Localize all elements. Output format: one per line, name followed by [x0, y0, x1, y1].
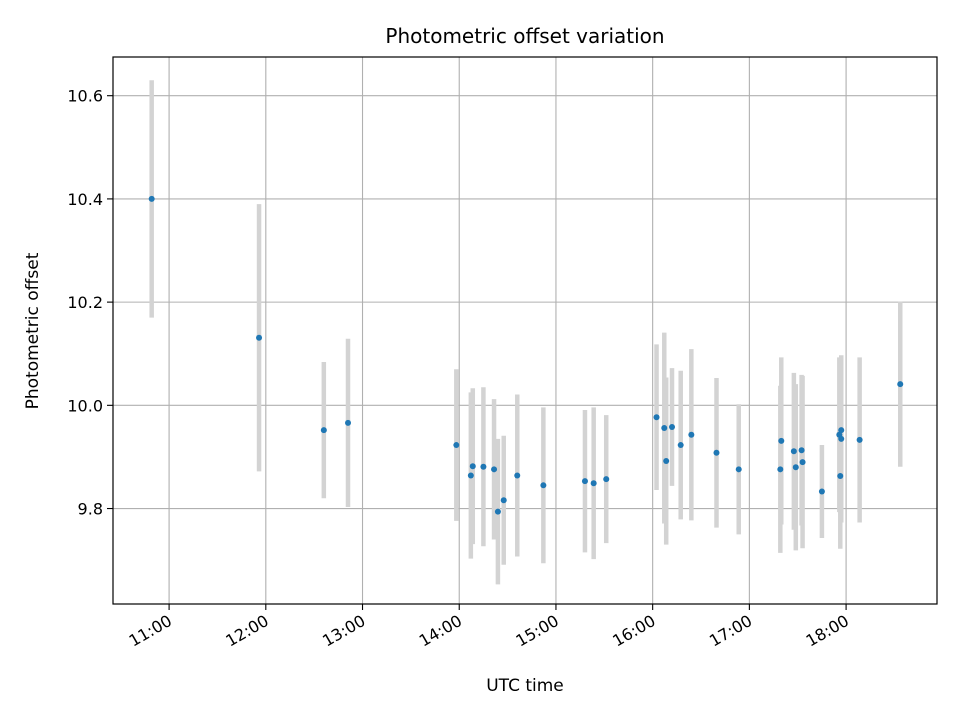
data-point: [491, 466, 498, 473]
data-points: [148, 195, 904, 515]
data-point: [792, 464, 799, 471]
data-point: [799, 459, 806, 466]
y-axis-title: Photometric offset: [23, 252, 43, 409]
plot-frame: [112, 56, 938, 605]
data-point: [480, 463, 487, 470]
data-point: [778, 437, 785, 444]
data-point: [453, 442, 460, 449]
data-point: [897, 381, 904, 388]
data-point: [777, 466, 784, 473]
data-point: [345, 419, 352, 426]
data-point: [669, 423, 676, 430]
data-point: [663, 458, 670, 465]
data-point: [838, 435, 845, 442]
data-point: [818, 488, 825, 495]
y-tick-label: 9.8: [78, 500, 103, 519]
data-point: [320, 427, 327, 434]
y-tick-label: 10.4: [67, 190, 103, 209]
data-point: [256, 334, 263, 341]
data-point: [798, 447, 805, 454]
data-point: [837, 473, 844, 480]
chart-title: Photometric offset variation: [385, 24, 664, 48]
data-point: [653, 414, 660, 421]
data-point: [590, 480, 597, 487]
data-point: [514, 472, 521, 479]
y-tick-label: 10.6: [67, 87, 103, 106]
data-point: [677, 442, 684, 449]
data-point: [790, 448, 797, 455]
data-point: [688, 431, 695, 438]
data-point: [661, 425, 668, 432]
data-point: [856, 436, 863, 443]
y-axis-ticks: 9.8 10.0 10.2 10.4 10.6: [67, 87, 113, 519]
y-tick-label: 10.2: [67, 293, 103, 312]
data-point: [838, 427, 845, 434]
data-point: [735, 466, 742, 473]
x-axis-title: UTC time: [486, 676, 564, 696]
y-tick-label: 10.0: [67, 396, 103, 415]
data-point: [500, 497, 507, 504]
data-point: [469, 463, 476, 470]
data-point: [494, 508, 501, 515]
data-point: [148, 195, 155, 202]
data-point: [467, 472, 474, 479]
data-point: [540, 482, 547, 489]
data-point: [713, 449, 720, 456]
data-point: [603, 476, 610, 483]
data-point: [581, 478, 588, 485]
